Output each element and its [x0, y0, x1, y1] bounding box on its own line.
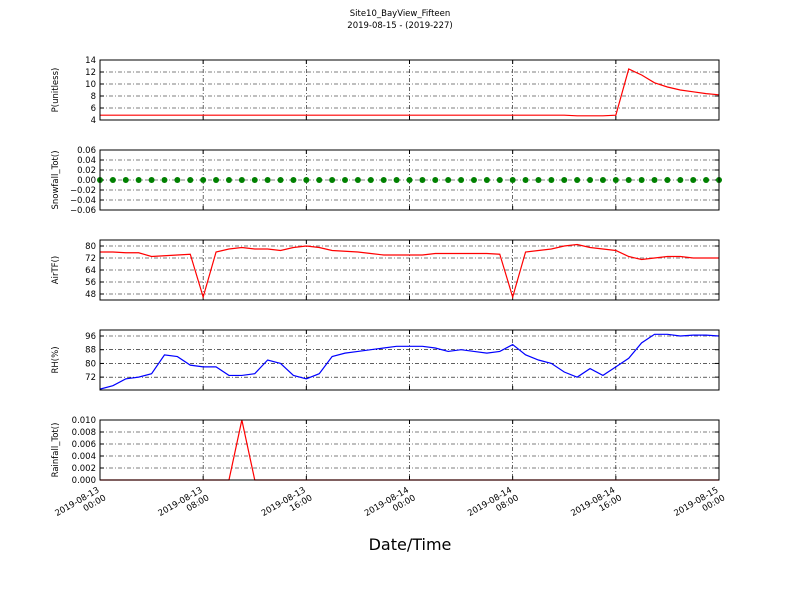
y-tick-label: 72 [85, 254, 96, 264]
data-point [109, 177, 116, 183]
y-axis-label: RH(%) [51, 346, 61, 373]
y-tick-label: 0.004 [72, 452, 96, 462]
data-point [509, 177, 516, 183]
y-axis-label: Rainfall_Tot() [51, 423, 61, 478]
x-tick-label: 2019-08-1308:00 [157, 485, 212, 528]
data-point [548, 177, 555, 183]
y-tick-label: 6 [91, 104, 96, 114]
y-tick-label: 0.06 [77, 146, 96, 156]
plot-frame [99, 329, 720, 391]
plot-frame [99, 59, 720, 121]
y-tick-label: 4 [91, 116, 96, 126]
x-axis-label: Date/Time [369, 535, 452, 554]
y-tick-label: 0.008 [72, 428, 96, 438]
data-point [406, 177, 413, 183]
y-tick-label: 96 [85, 332, 96, 342]
x-tick-label: 2019-08-1408:00 [466, 485, 521, 528]
data-point [122, 177, 129, 183]
data-point [367, 177, 374, 183]
y-tick-label: 80 [85, 359, 96, 369]
data-point [612, 177, 619, 183]
data-point [290, 177, 297, 183]
y-axis-label: Snowfall_Tot() [51, 150, 61, 209]
data-line [99, 333, 720, 390]
data-point [690, 177, 697, 183]
plot-frame [99, 419, 720, 481]
data-point [251, 177, 258, 183]
data-point [587, 177, 594, 183]
data-point [174, 177, 181, 183]
plot-frame [99, 239, 720, 301]
data-point [599, 177, 606, 183]
data-point [496, 177, 503, 183]
data-point [651, 177, 658, 183]
y-tick-label: 88 [85, 346, 96, 356]
data-point [561, 177, 568, 183]
data-point [483, 177, 490, 183]
y-tick-label: 10 [85, 80, 96, 90]
x-tick-label: 2019-08-1500:00 [672, 485, 727, 528]
x-tick-label: 2019-08-1416:00 [569, 485, 624, 528]
y-tick-label: 0.00 [77, 176, 96, 186]
data-point [277, 177, 284, 183]
plot-frame [99, 149, 720, 211]
data-point [380, 177, 387, 183]
x-tick-label: 2019-08-1316:00 [260, 485, 315, 528]
y-tick-label: 0.006 [72, 440, 96, 450]
y-tick-label: 72 [85, 373, 96, 383]
y-tick-label: 14 [85, 56, 96, 66]
data-line [100, 68, 720, 117]
data-point [200, 177, 207, 183]
chart-title: Site10_BayView_Fifteen [350, 9, 451, 19]
data-line [100, 243, 719, 300]
chart-subtitle: 2019-08-15 - (2019-227) [347, 21, 452, 31]
y-tick-label: 0.000 [72, 476, 96, 486]
y-tick-label: 80 [85, 242, 96, 252]
data-point [342, 177, 349, 183]
data-point [135, 177, 142, 183]
data-point [470, 177, 477, 183]
x-tick-label: 2019-08-1400:00 [363, 485, 418, 528]
data-point [638, 177, 645, 183]
data-point [419, 177, 426, 183]
data-point [161, 177, 168, 183]
data-point [303, 177, 310, 183]
x-tick-label: 2019-08-1300:00 [53, 485, 108, 528]
data-point [445, 177, 452, 183]
data-point [213, 177, 220, 183]
data-point [316, 177, 323, 183]
data-point [574, 177, 581, 183]
y-tick-label: 0.010 [72, 416, 96, 426]
data-point [329, 177, 336, 183]
y-tick-label: 48 [85, 290, 96, 300]
data-point [264, 177, 271, 183]
y-tick-label: 0.04 [77, 156, 96, 166]
y-axis-label: P(unitless) [51, 68, 61, 113]
y-tick-label: 12 [85, 68, 96, 78]
data-point [703, 177, 710, 183]
y-tick-label: −0.04 [70, 196, 96, 206]
data-point [354, 177, 361, 183]
data-point [458, 177, 465, 183]
data-point [677, 177, 684, 183]
data-point [625, 177, 632, 183]
y-tick-label: −0.02 [70, 186, 96, 196]
data-point [432, 177, 439, 183]
y-axis-label: AirTF() [51, 256, 61, 284]
data-point [664, 177, 671, 183]
data-point [148, 177, 155, 183]
data-point [225, 177, 232, 183]
data-point [522, 177, 529, 183]
y-tick-label: 56 [85, 278, 96, 288]
y-tick-label: −0.06 [70, 206, 96, 216]
data-point [535, 177, 542, 183]
data-point [393, 177, 400, 183]
y-tick-label: 8 [91, 92, 96, 102]
data-point [238, 177, 245, 183]
y-tick-label: 0.002 [72, 464, 96, 474]
y-tick-label: 64 [85, 266, 96, 276]
data-point [187, 177, 194, 183]
y-tick-label: 0.02 [77, 166, 96, 176]
